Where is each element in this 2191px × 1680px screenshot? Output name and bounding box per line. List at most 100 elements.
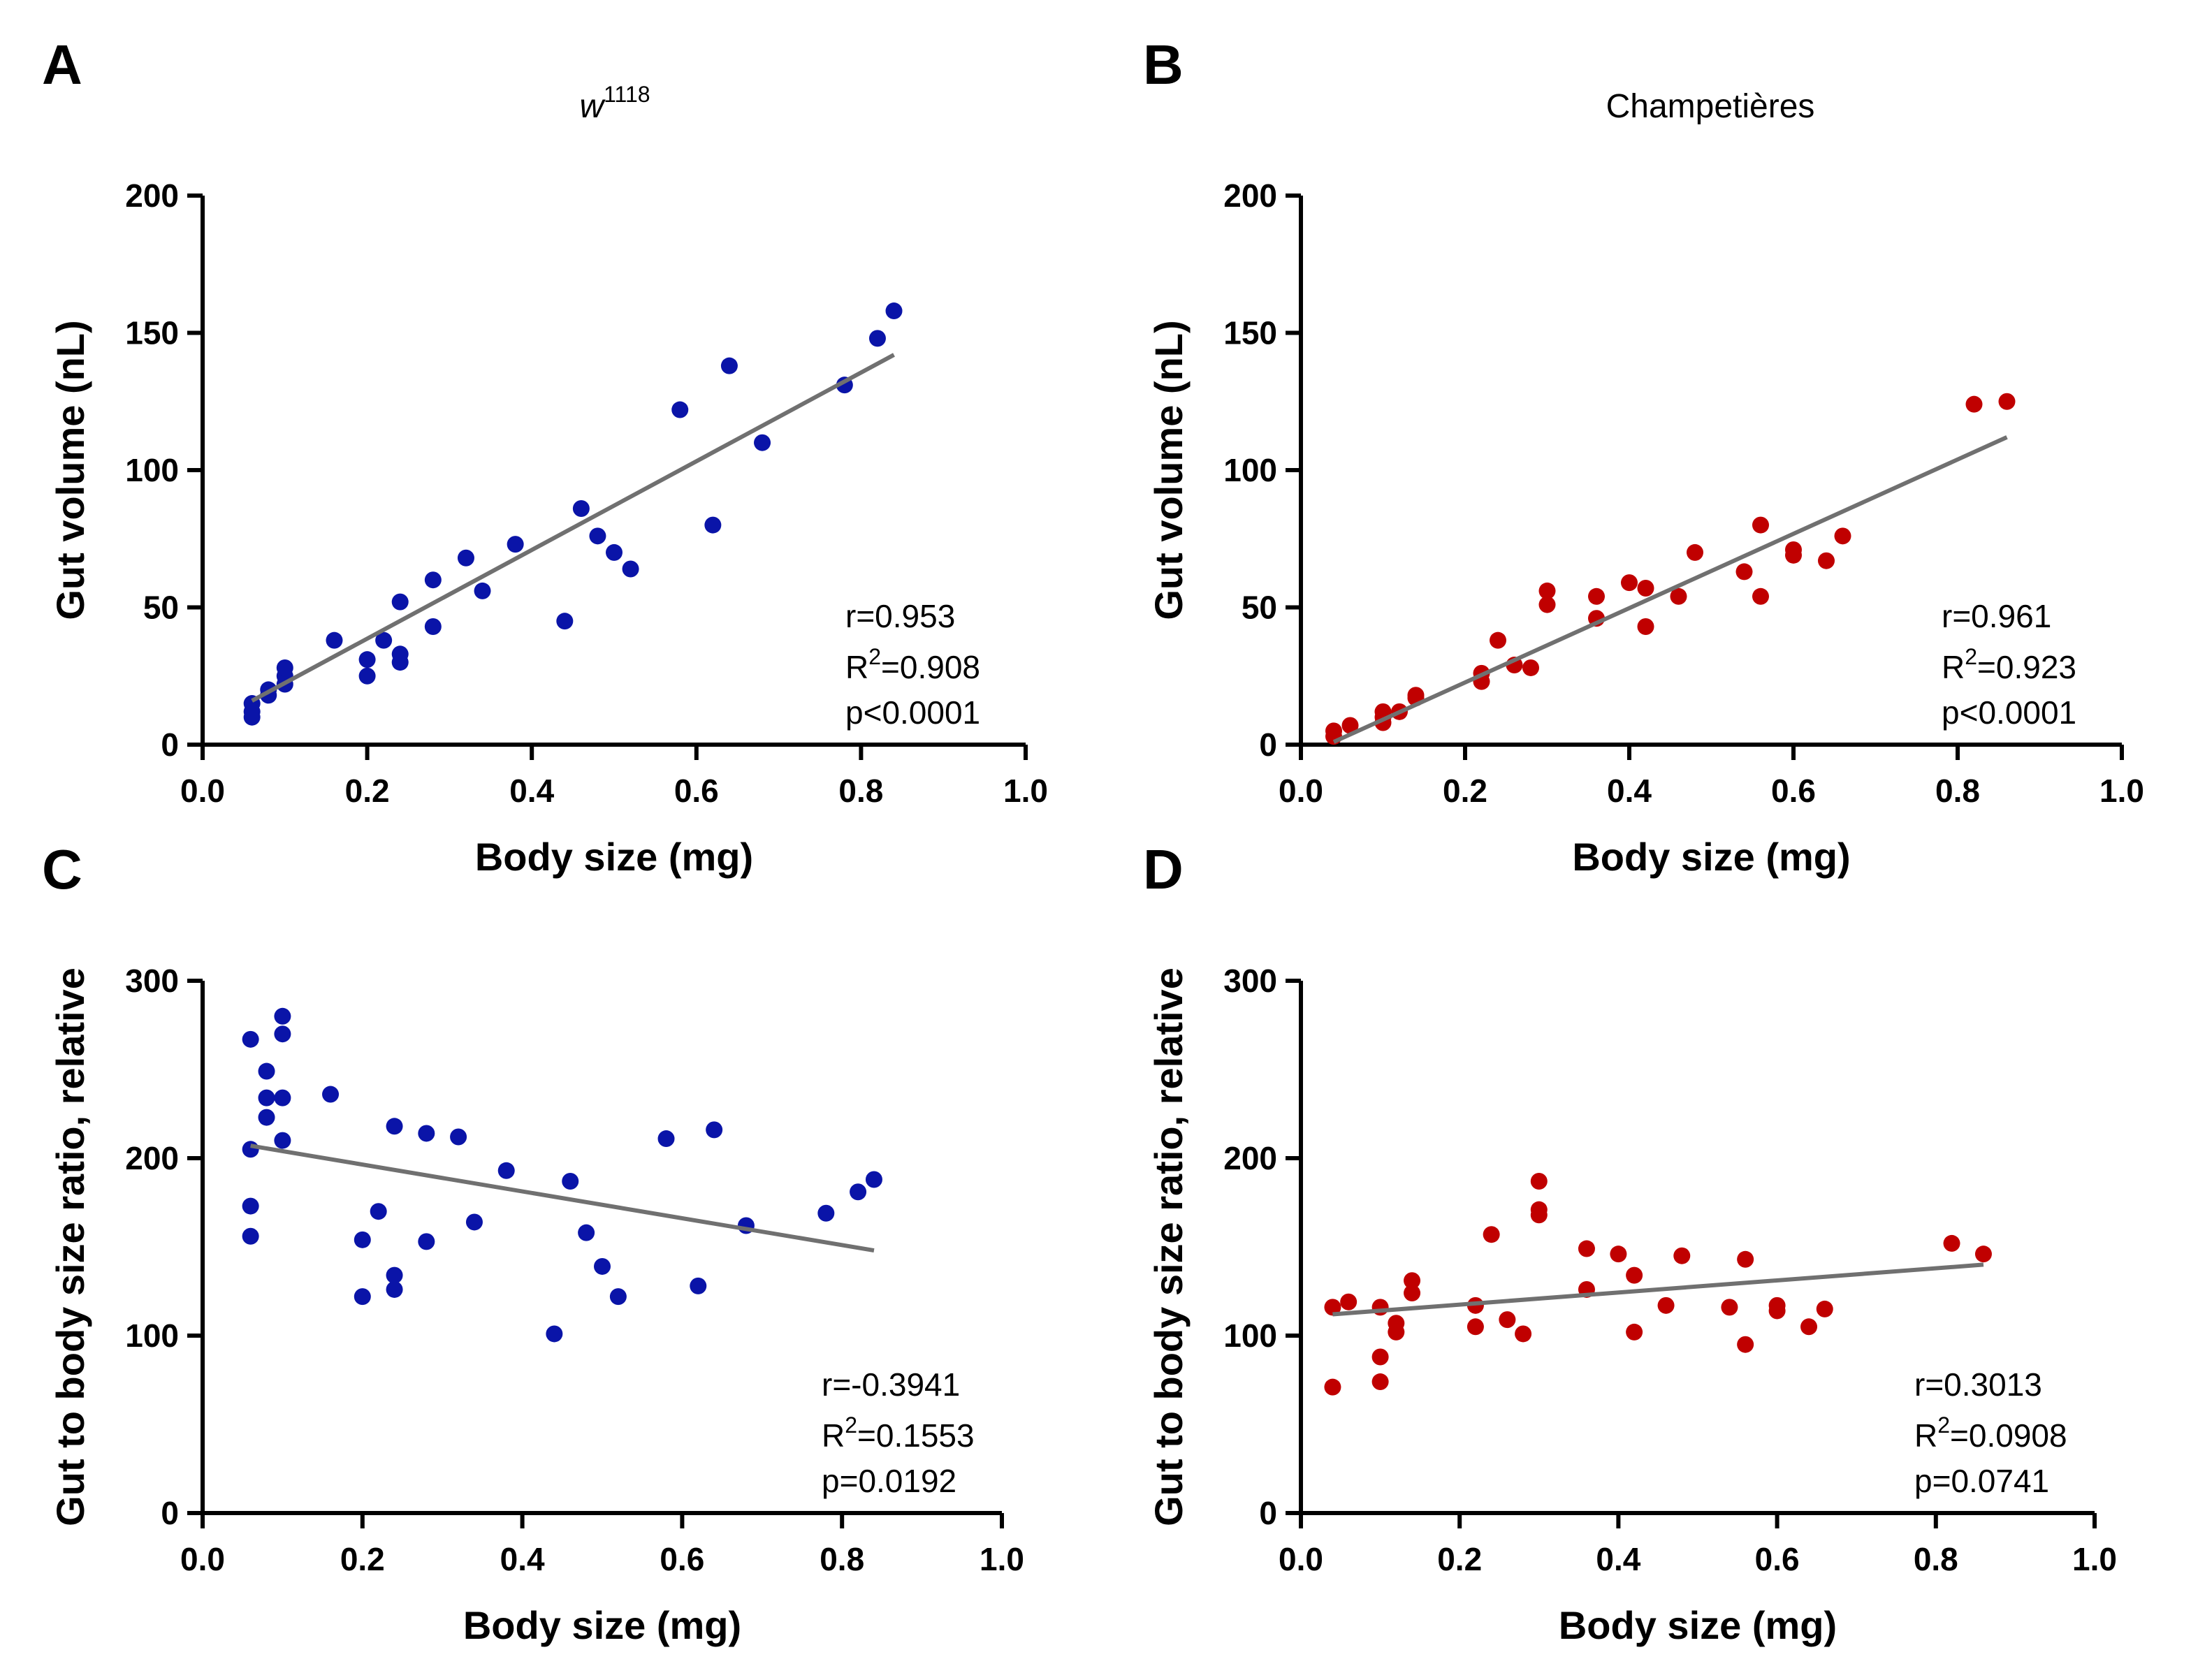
x-tick-label: 1.0 [2099, 773, 2144, 809]
x-axis: 0.0 0.2 0.4 0.6 0.8 1.0 [1279, 1513, 2117, 1577]
data-points [242, 1007, 882, 1343]
data-point [354, 1288, 371, 1306]
data-point [1626, 1266, 1643, 1284]
data-point [1388, 1315, 1405, 1332]
x-tick-label: 0.6 [660, 1541, 704, 1577]
data-point [474, 582, 491, 599]
data-point [276, 659, 293, 676]
data-point [1818, 552, 1835, 569]
panel-letter: C [42, 838, 82, 900]
data-point [386, 1280, 403, 1298]
stat-r2: R2=0.923 [1942, 644, 2076, 685]
x-tick-label: 0.0 [1279, 773, 1323, 809]
x-tick-label: 0.0 [180, 1541, 225, 1577]
stats-annotation: r=0.3013 R2=0.0908 p=0.0741 [1914, 1366, 2067, 1499]
data-point [1483, 1226, 1500, 1243]
data-point [1538, 582, 1556, 599]
data-point [1785, 541, 1802, 558]
data-point [1834, 527, 1851, 545]
data-point [1752, 516, 1769, 534]
y-tick-label: 200 [1223, 1140, 1277, 1176]
data-point [1407, 687, 1425, 704]
data-point [274, 1025, 291, 1043]
data-point [1621, 574, 1638, 592]
data-point [1522, 659, 1539, 676]
x-tick-label: 0.4 [509, 773, 554, 809]
stat-r: r=0.3013 [1914, 1366, 2042, 1403]
data-point [242, 1030, 259, 1048]
data-point [1578, 1240, 1595, 1257]
y-tick-label: 200 [125, 1140, 179, 1176]
data-point [465, 1213, 483, 1231]
y-tick-label: 100 [1223, 452, 1277, 488]
data-point [868, 330, 886, 347]
x-axis: 0.0 0.2 0.4 0.6 0.8 1.0 [180, 745, 1048, 809]
data-point [242, 1227, 259, 1245]
x-tick-label: 0.8 [1914, 1541, 1958, 1577]
data-point [1670, 587, 1687, 605]
data-point [450, 1128, 467, 1146]
panel-c: C 0.0 0.2 0.4 0.6 0.8 1.0 0 100 200 300 Body size (… [42, 838, 1024, 1647]
data-point [622, 560, 639, 578]
data-point [354, 1231, 371, 1248]
data-point [1515, 1325, 1532, 1343]
y-tick-label: 200 [125, 177, 179, 214]
x-tick-label: 1.0 [1003, 773, 1048, 809]
data-point [424, 571, 442, 589]
data-point [386, 1118, 403, 1135]
data-point [391, 645, 409, 663]
x-axis-title: Body size (mg) [1572, 835, 1850, 879]
y-tick-label: 300 [125, 963, 179, 999]
regression-line [1332, 435, 2008, 744]
data-point [1588, 587, 1605, 605]
data-point [850, 1183, 867, 1201]
stats-annotation: r=-0.3941 R2=0.1553 p=0.0192 [822, 1366, 975, 1499]
x-axis-title: Body size (mg) [1559, 1603, 1837, 1647]
stat-r2: R2=0.0908 [1914, 1412, 2067, 1454]
data-point [609, 1288, 627, 1306]
data-point [497, 1162, 515, 1179]
data-point [1752, 587, 1769, 605]
data-points [1325, 393, 2016, 745]
x-tick-label: 0.2 [1437, 1541, 1482, 1577]
data-point [606, 543, 623, 561]
data-point [706, 1121, 723, 1139]
y-axis: 0 100 200 300 [1223, 963, 1301, 1531]
panel-d: D 0.0 0.2 0.4 0.6 0.8 1.0 0 100 200 300 Body size (… [1143, 838, 2117, 1647]
panel-title: Champetières [1606, 88, 1815, 125]
data-point [424, 618, 442, 636]
data-point [274, 1132, 291, 1149]
data-point [258, 1062, 275, 1080]
data-point [578, 1224, 595, 1241]
data-point [386, 1266, 403, 1284]
y-axis-title: Gut volume (nL) [48, 320, 92, 620]
data-point [1538, 596, 1556, 613]
data-point [370, 1203, 387, 1220]
data-point [1404, 1272, 1421, 1290]
data-points [1324, 1173, 1992, 1396]
y-tick-label: 0 [161, 1495, 179, 1531]
data-point [358, 667, 376, 685]
x-tick-label: 0.6 [1771, 773, 1816, 809]
data-point [1490, 631, 1506, 649]
x-tick-label: 0.0 [180, 773, 225, 809]
data-point [1610, 1246, 1627, 1263]
x-tick-label: 0.4 [1596, 1541, 1640, 1577]
data-point [242, 1197, 259, 1215]
data-point [1721, 1299, 1738, 1316]
data-point [1800, 1318, 1818, 1336]
data-point [1737, 1336, 1754, 1353]
data-point [242, 1141, 259, 1158]
stat-r: r=0.961 [1942, 598, 2051, 634]
stat-p: p=0.0192 [822, 1463, 956, 1499]
y-tick-label: 100 [125, 1317, 179, 1354]
x-tick-label: 0.6 [674, 773, 719, 809]
data-point [391, 593, 409, 611]
x-axis-title: Body size (mg) [463, 1603, 741, 1647]
data-point [1637, 579, 1654, 597]
y-axis: 0 100 200 300 [125, 963, 203, 1531]
y-tick-label: 0 [1259, 726, 1277, 763]
y-axis-title: Gut to body size ratio, relative [48, 967, 92, 1526]
x-tick-label: 0.0 [1279, 1541, 1323, 1577]
data-point [572, 500, 590, 518]
